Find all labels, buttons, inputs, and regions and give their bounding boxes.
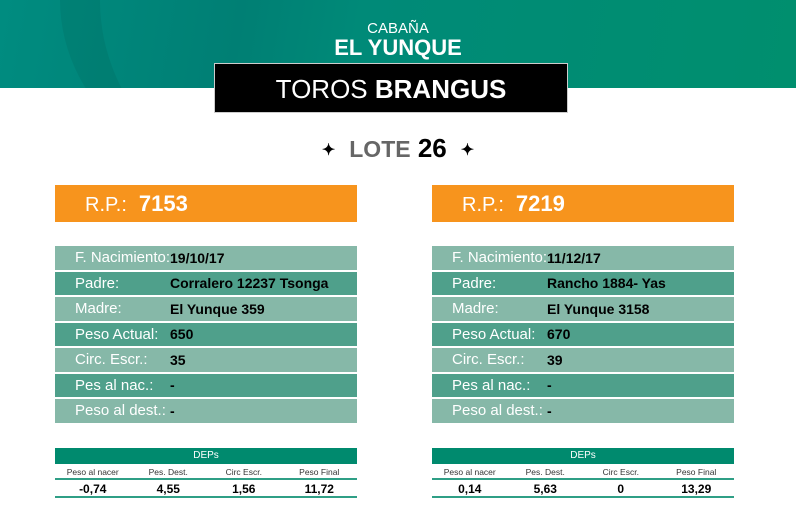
- info-key: Padre:: [452, 274, 497, 292]
- banner-light: TOROS: [275, 74, 368, 104]
- lote-label: LOTE: [349, 136, 411, 162]
- deps-value: 5,63: [533, 482, 557, 496]
- rp-label: R.P.:: [85, 194, 127, 216]
- deps-value: 1,56: [232, 482, 256, 496]
- deps-label: Peso al nacer: [443, 467, 496, 477]
- info-row: Peso Actual: 650: [55, 322, 357, 346]
- bull-card: R.P.: 7153 F. Nacimiento: 19/10/17 Padre: Co…: [55, 185, 357, 425]
- info-value: 11/12/17: [547, 249, 601, 266]
- deps-value: -0,74: [79, 482, 107, 496]
- deps-title: DEPs: [55, 448, 357, 464]
- deps-value: 0: [617, 482, 625, 496]
- bull-card: R.P.: 7219 F. Nacimiento: 11/12/17 Padre: Ra…: [432, 185, 734, 425]
- info-value: -: [170, 377, 175, 394]
- deps-label: Pes. Dest.: [525, 467, 565, 477]
- info-key: Padre:: [75, 274, 120, 292]
- rp-number: 7219: [515, 191, 565, 216]
- lote-title: ✦ LOTE 26 ✦: [0, 133, 796, 164]
- info-row: Peso al dest.: -: [432, 399, 734, 423]
- lote-number: 26: [417, 133, 447, 163]
- deps-label: Peso Final: [299, 467, 340, 477]
- info-key: Peso al dest.:: [452, 402, 543, 420]
- info-key: F. Nacimiento:: [75, 249, 171, 267]
- info-row: Madre: El Yunque 359: [55, 297, 357, 321]
- info-value: -: [170, 402, 175, 419]
- info-row: Pes al nac.: -: [432, 373, 734, 397]
- cabana-label: CABAÑA: [367, 20, 429, 37]
- info-key: F. Nacimiento:: [452, 249, 548, 267]
- info-key: Peso Actual:: [452, 325, 536, 343]
- info-value: 19/10/17: [170, 249, 225, 266]
- deps-table: DEPs Peso al nacer Pes. Dest. Circ Escr. Pe…: [55, 448, 357, 498]
- rp-number: 7153: [138, 191, 188, 216]
- banner-bold: BRANGUS: [374, 74, 507, 104]
- info-key: Peso Actual:: [75, 325, 159, 343]
- deps-table: DEPs Peso al nacer Pes. Dest. Circ Escr. Pe…: [432, 448, 734, 498]
- info-row: Circ. Escr.: 39: [432, 348, 734, 372]
- deps-value: 0,14: [458, 482, 482, 496]
- info-value: 670: [547, 326, 571, 343]
- deps-label: Circ Escr.: [225, 467, 262, 477]
- deps-label: Peso al nacer: [66, 467, 119, 477]
- info-key: Madre:: [75, 300, 122, 318]
- info-key: Circ. Escr.:: [452, 351, 525, 369]
- info-key: Madre:: [452, 300, 499, 318]
- info-row: Pes al nac.: -: [55, 373, 357, 397]
- info-value: El Yunque 359: [170, 300, 265, 317]
- star-icon: ✦: [460, 142, 475, 160]
- deps-labels: Peso al nacer Pes. Dest. Circ Escr. Peso Fi…: [432, 464, 734, 480]
- deps-values: -0,74 4,55 1,56 11,72: [55, 480, 357, 498]
- deps-value: 11,72: [304, 482, 334, 496]
- info-value: Corralero 12237 Tsonga: [170, 275, 329, 292]
- info-row: F. Nacimiento: 19/10/17: [55, 246, 357, 270]
- info-row: Padre: Rancho 1884- Yas: [432, 271, 734, 295]
- deps-value: 4,55: [156, 482, 180, 496]
- info-row: Madre: El Yunque 3158: [432, 297, 734, 321]
- info-key: Circ. Escr.:: [75, 351, 148, 369]
- rp-box: R.P.: 7153: [55, 185, 357, 222]
- deps-label: Circ Escr.: [602, 467, 639, 477]
- info-value: -: [547, 377, 552, 394]
- info-row: Peso Actual: 670: [432, 322, 734, 346]
- deps-labels: Peso al nacer Pes. Dest. Circ Escr. Peso Fi…: [55, 464, 357, 480]
- info-key: Peso al dest.:: [75, 402, 166, 420]
- deps-value: 13,29: [681, 482, 712, 496]
- info-row: F. Nacimiento: 11/12/17: [432, 246, 734, 270]
- info-key: Pes al nac.:: [75, 376, 154, 394]
- deps-label: Pes. Dest.: [148, 467, 188, 477]
- ranch-name: EL YUNQUE: [334, 35, 462, 60]
- info-row: Peso al dest.: -: [55, 399, 357, 423]
- info-value: 35: [170, 351, 186, 368]
- info-value: 39: [547, 351, 563, 368]
- info-key: Pes al nac.:: [452, 376, 531, 394]
- deps-values: 0,14 5,63 0 13,29: [432, 480, 734, 498]
- info-value: Rancho 1884- Yas: [547, 275, 666, 292]
- rp-label: R.P.:: [462, 194, 504, 216]
- info-value: El Yunque 3158: [547, 300, 650, 317]
- title-banner: TOROS BRANGUS: [214, 63, 568, 113]
- info-row: Circ. Escr.: 35: [55, 348, 357, 372]
- rp-box: R.P.: 7219: [432, 185, 734, 222]
- info-value: 650: [170, 326, 194, 343]
- deps-title: DEPs: [432, 448, 734, 464]
- deps-label: Peso Final: [676, 467, 717, 477]
- info-table: F. Nacimiento: 11/12/17 Padre: Rancho 1884-…: [432, 246, 734, 423]
- info-value: -: [547, 402, 552, 419]
- info-table: F. Nacimiento: 19/10/17 Padre: Corralero 12…: [55, 246, 357, 423]
- info-row: Padre: Corralero 12237 Tsonga: [55, 271, 357, 295]
- star-icon: ✦: [321, 142, 336, 160]
